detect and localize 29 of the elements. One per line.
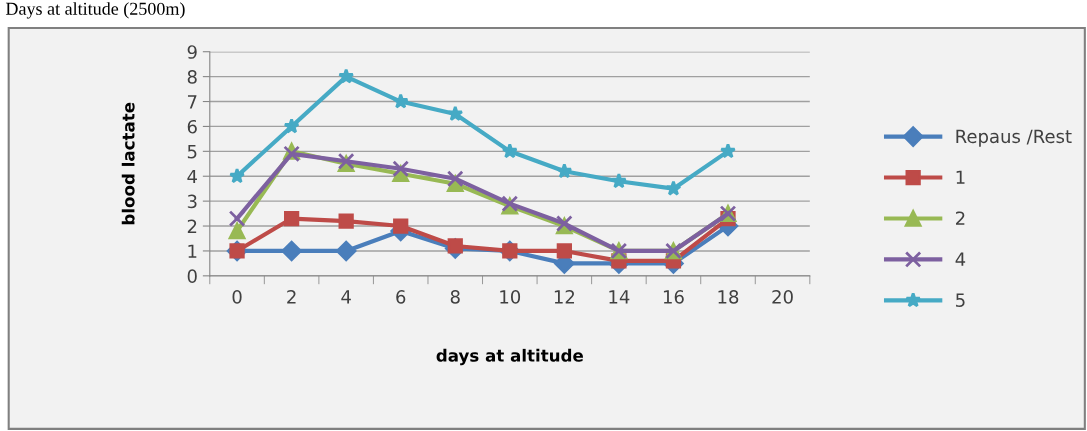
x-tick-label: 8	[450, 290, 460, 304]
y-tick-label: 3	[187, 194, 197, 209]
y-tick-label: 5	[187, 145, 197, 159]
y-tick-label: 7	[187, 95, 197, 109]
legend-label: 4	[955, 252, 966, 266]
y-tick-label: 1	[188, 244, 197, 258]
legend-label: 5	[956, 293, 965, 307]
y-tick-label: 9	[187, 45, 197, 59]
x-tick-label: 6	[396, 290, 406, 304]
y-axis-title: blood lactate	[121, 102, 135, 225]
x-tick-label: 20	[772, 290, 793, 304]
x-tick-label: 16	[663, 290, 684, 304]
x-tick-label: 4	[341, 290, 351, 304]
chart-title: Days at altitude (2500m)	[5, 2, 185, 19]
x-tick-label: 12	[554, 290, 575, 304]
y-tick-label: 6	[187, 119, 197, 134]
y-tick-label: 8	[187, 70, 197, 84]
y-tick-label: 2	[187, 219, 197, 233]
x-tick-label: 18	[718, 290, 739, 304]
x-tick-label: 2	[287, 290, 296, 304]
x-axis-title: days at altitude	[436, 348, 583, 366]
y-tick-label: 0	[187, 269, 197, 283]
x-tick-label: 0	[232, 290, 242, 304]
legend-label: 1	[956, 170, 965, 184]
x-tick-label: 10	[500, 290, 521, 304]
legend-label: 2	[956, 211, 965, 225]
legend-label: Repaus /Rest	[956, 129, 1072, 147]
x-tick-label: 14	[609, 290, 630, 304]
y-tick-label: 4	[187, 169, 197, 184]
